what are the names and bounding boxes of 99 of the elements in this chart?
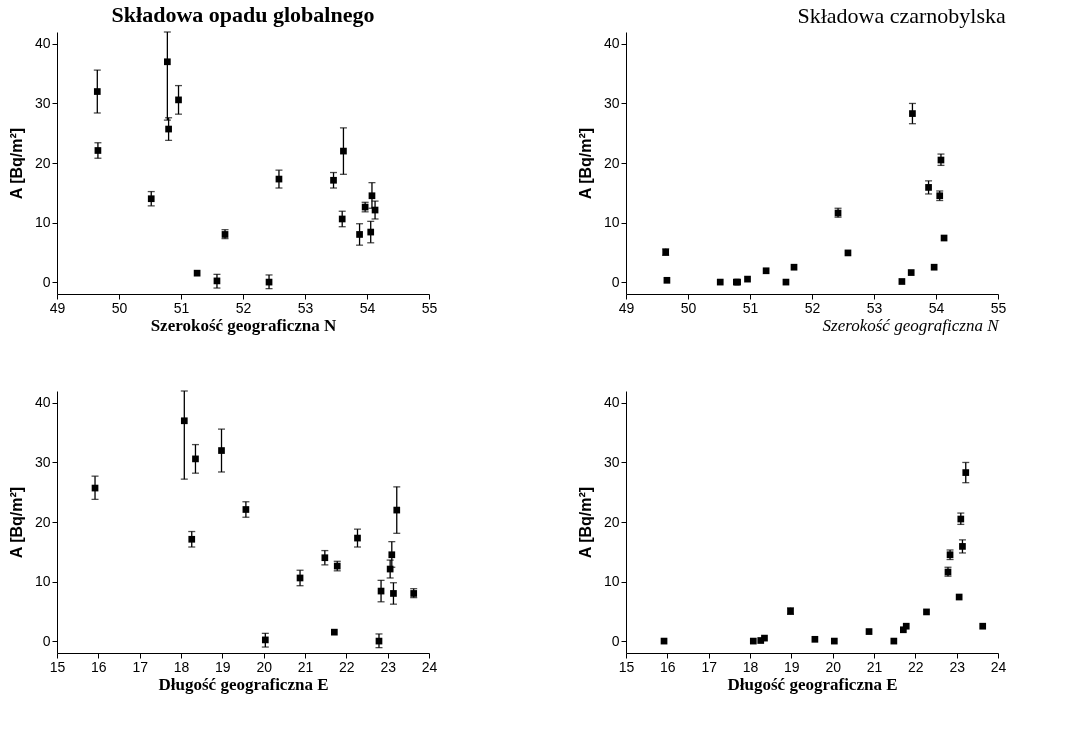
- x-axis-title: Długość geograficzna E: [158, 674, 329, 694]
- x-tick-label: 54: [359, 299, 376, 316]
- point: [390, 590, 397, 597]
- x-tick-label: 19: [215, 658, 231, 675]
- point: [356, 231, 363, 238]
- point: [93, 88, 101, 95]
- chart-title: Składowa czarnobylska: [797, 3, 1007, 28]
- point: [388, 551, 396, 559]
- x-tick-label: 51: [173, 299, 190, 316]
- y-tick-label: 30: [34, 94, 51, 111]
- y-axis-title: A [Bq/m²]: [7, 127, 25, 200]
- point: [955, 593, 963, 601]
- y-tick-label: 20: [34, 513, 51, 530]
- x-tick-label: 21: [866, 658, 883, 675]
- point: [218, 447, 225, 454]
- x-tick-label: 19: [784, 658, 800, 675]
- x-tick-label: 17: [701, 658, 718, 675]
- point: [790, 263, 798, 271]
- x-tick-label: 22: [339, 658, 355, 675]
- y-tick-label: 40: [603, 394, 620, 411]
- y-tick-label: 20: [603, 154, 620, 171]
- y-tick-label: 20: [603, 513, 620, 530]
- x-tick-label: 24: [421, 658, 438, 675]
- x-tick-label: 16: [91, 658, 107, 675]
- x-tick-label: 52: [804, 299, 821, 316]
- x-tick-label: 15: [49, 658, 66, 675]
- point: [663, 276, 671, 284]
- y-tick-label: 10: [603, 214, 620, 231]
- x-tick-label: 24: [990, 658, 1007, 675]
- point: [865, 628, 873, 635]
- x-tick-label: 15: [618, 658, 635, 675]
- point: [762, 267, 770, 275]
- x-tick-label: 17: [132, 658, 149, 675]
- y-tick-label: 40: [603, 35, 620, 52]
- point: [193, 269, 201, 277]
- x-tick-label: 23: [380, 658, 397, 675]
- y-tick-label: 40: [34, 394, 51, 411]
- x-tick-label: 22: [908, 658, 924, 675]
- y-axis-title: A [Bq/m²]: [576, 486, 594, 559]
- point: [744, 275, 751, 283]
- x-tick-label: 53: [866, 299, 883, 316]
- x-tick-label: 21: [297, 658, 314, 675]
- point: [909, 110, 916, 117]
- point: [979, 622, 987, 630]
- point: [164, 58, 171, 66]
- point: [749, 637, 757, 645]
- point: [180, 417, 188, 425]
- point: [923, 608, 930, 616]
- x-tick-label: 16: [660, 658, 676, 675]
- point: [811, 635, 819, 643]
- point: [962, 469, 970, 476]
- x-tick-label: 51: [742, 299, 759, 316]
- x-tick-label: 55: [421, 299, 438, 316]
- point: [716, 278, 724, 286]
- y-tick-label: 30: [603, 94, 620, 111]
- point: [907, 269, 915, 276]
- x-tick-label: 50: [680, 299, 697, 316]
- point: [902, 622, 910, 630]
- point: [959, 543, 966, 550]
- y-tick-label: 30: [34, 453, 51, 470]
- y-tick-label: 0: [611, 273, 620, 290]
- y-tick-label: 20: [34, 154, 51, 171]
- point: [147, 195, 155, 203]
- x-tick-label: 54: [928, 299, 945, 316]
- x-tick-label: 49: [49, 299, 66, 316]
- point: [890, 637, 898, 645]
- chart-title: Składowa opadu globalnego: [111, 2, 375, 28]
- y-axis-title: A [Bq/m²]: [576, 127, 594, 200]
- y-tick-label: 0: [42, 632, 51, 649]
- x-tick-label: 18: [173, 658, 190, 675]
- y-tick-label: 10: [603, 573, 620, 590]
- y-tick-label: 10: [34, 573, 51, 590]
- point: [930, 263, 938, 271]
- x-tick-label: 52: [235, 299, 252, 316]
- point: [898, 278, 906, 285]
- y-tick-label: 0: [42, 273, 51, 290]
- y-tick-label: 40: [34, 35, 51, 52]
- point: [925, 184, 932, 191]
- x-tick-label: 55: [990, 299, 1007, 316]
- x-tick-label: 20: [825, 658, 842, 675]
- x-tick-label: 23: [949, 658, 966, 675]
- x-axis-title: Szerokość geograficzna N: [150, 315, 338, 335]
- x-tick-label: 49: [618, 299, 635, 316]
- point: [830, 637, 838, 645]
- x-tick-label: 20: [256, 658, 273, 675]
- x-axis-title: Długość geograficzna E: [727, 674, 898, 694]
- y-axis-title: A [Bq/m²]: [7, 486, 25, 559]
- x-tick-label: 18: [742, 658, 759, 675]
- point: [188, 535, 196, 543]
- x-axis-title: Szerokość geograficzna N: [822, 315, 1001, 335]
- x-tick-label: 50: [111, 299, 128, 316]
- y-tick-label: 0: [611, 632, 620, 649]
- point: [761, 634, 768, 642]
- y-tick-label: 10: [34, 214, 51, 231]
- y-tick-label: 30: [603, 453, 620, 470]
- point: [330, 628, 338, 636]
- x-tick-label: 53: [297, 299, 314, 316]
- point: [321, 554, 329, 562]
- point: [330, 176, 337, 184]
